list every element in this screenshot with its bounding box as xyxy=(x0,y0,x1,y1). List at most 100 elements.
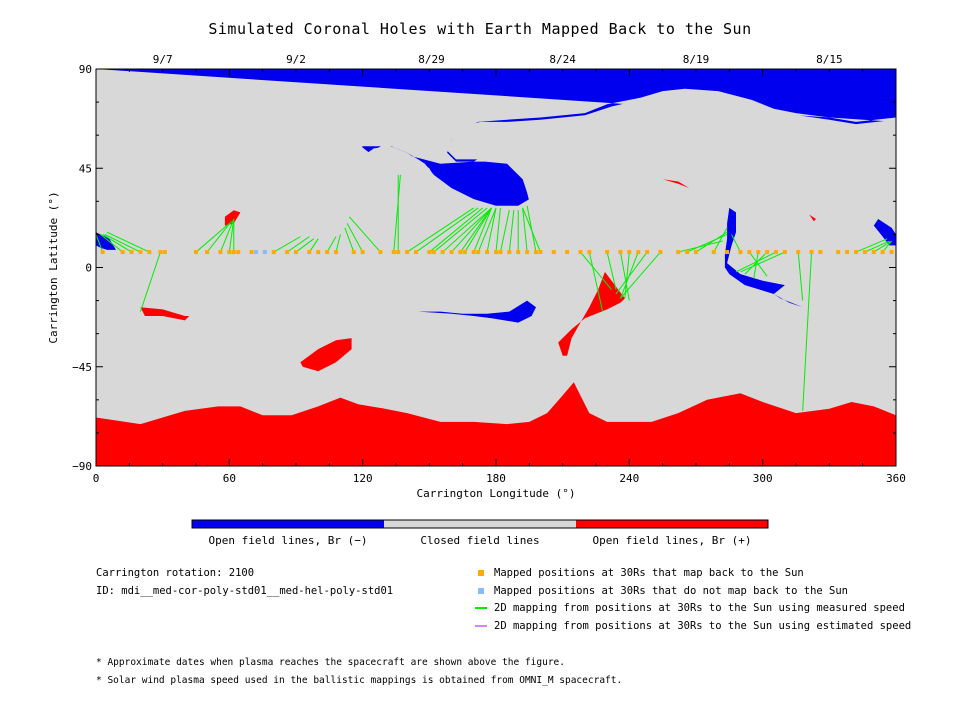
mapped-point-69 xyxy=(836,250,841,255)
colorbar-closed xyxy=(384,520,576,528)
mapped-point-20 xyxy=(325,250,330,255)
trace-line-50 xyxy=(695,231,728,253)
trace-line-2 xyxy=(102,233,132,253)
closed-field-north-body xyxy=(96,88,896,244)
legend-estimated: 2D mapping from positions at 30Rs to the… xyxy=(475,620,912,632)
trace-line-9 xyxy=(228,218,235,253)
top-date-5: 8/15 xyxy=(816,53,843,66)
mapped-point-65 xyxy=(782,250,787,255)
top-date-1: 9/2 xyxy=(286,53,306,66)
carrington-rotation: Carrington rotation: 2100 xyxy=(96,567,255,579)
trace-line-32 xyxy=(486,207,497,253)
legend-not-mapped-label: Mapped positions at 30Rs that do not map… xyxy=(494,585,849,597)
trace-line-12 xyxy=(286,236,310,253)
trace-line-17 xyxy=(344,227,355,253)
mapped-point-18 xyxy=(307,250,312,255)
mapped-point-31 xyxy=(440,250,445,255)
trace-line-37 xyxy=(522,207,528,253)
mapped-point-12 xyxy=(236,250,241,255)
x-tick-label-3: 180 xyxy=(486,472,506,485)
trace-line-13 xyxy=(295,238,315,253)
trace-line-49 xyxy=(686,233,728,253)
trace-line-57 xyxy=(740,251,786,273)
mapped-point-8 xyxy=(205,250,210,255)
colorbar-label-positive: Open field lines, Br (+) xyxy=(592,534,752,547)
mapped-point-5 xyxy=(158,250,163,255)
mapped-point-56 xyxy=(685,250,690,255)
mapped-point-26 xyxy=(396,250,401,255)
note-dates: * Approximate dates when plasma reaches … xyxy=(96,657,565,668)
mapped-point-27 xyxy=(405,250,410,255)
coronal-hole-positive-3 xyxy=(140,307,190,321)
mapped-point-10 xyxy=(227,250,232,255)
trace-line-22 xyxy=(406,207,475,253)
x-tick-label-6: 360 xyxy=(886,472,906,485)
trace-line-62 xyxy=(873,240,892,253)
mapped-point-36 xyxy=(476,250,481,255)
trace-line-14 xyxy=(308,238,319,253)
trace-line-0 xyxy=(96,234,104,253)
trace-line-26 xyxy=(442,207,492,253)
y-tick-label-1: 45 xyxy=(79,162,92,175)
colorbar-label-closed: Closed field lines xyxy=(420,534,540,547)
mapped-point-71 xyxy=(854,250,858,255)
trace-line-33 xyxy=(495,207,501,253)
mapped-point-38 xyxy=(494,250,498,255)
mapped-point-74 xyxy=(880,250,885,255)
mapped-point-43 xyxy=(534,250,538,255)
trace-line-43 xyxy=(619,251,630,301)
mapped-point-22 xyxy=(351,250,356,255)
trace-line-20 xyxy=(393,174,401,253)
trace-line-7 xyxy=(206,220,232,253)
trace-line-4 xyxy=(106,231,150,253)
not-mapped-square-icon xyxy=(478,588,484,594)
mapped-point-44 xyxy=(538,250,543,255)
mapped-point-34 xyxy=(462,250,467,255)
trace-line-42 xyxy=(606,251,617,290)
legend-mapped-label: Mapped positions at 30Rs that map back t… xyxy=(494,567,804,579)
mapped-point-52 xyxy=(636,250,641,255)
trace-line-56 xyxy=(735,251,777,273)
coronal-hole-positive-4 xyxy=(300,338,352,372)
mapped-point-70 xyxy=(845,250,850,255)
mapped-point-41 xyxy=(516,250,521,255)
coronal-hole-negative-1 xyxy=(873,219,896,246)
trace-line-58 xyxy=(797,252,804,301)
mapped-point-61 xyxy=(747,250,752,255)
mapped-point-0 xyxy=(100,250,105,255)
mapped-point-7 xyxy=(194,250,198,255)
mapped-point-63 xyxy=(765,250,770,255)
mapped-point-66 xyxy=(796,250,801,255)
mapped-point-25 xyxy=(391,250,396,255)
mapped-point-60 xyxy=(738,250,743,255)
mapped-point-35 xyxy=(471,250,476,255)
plot-area xyxy=(96,69,896,466)
trace-line-11 xyxy=(273,236,301,253)
legend-estimated-label: 2D mapping from positions at 30Rs to the… xyxy=(494,620,912,632)
coronal-hole-positive-2 xyxy=(224,210,241,226)
mapped-point-13 xyxy=(249,250,254,255)
mapped-point-54 xyxy=(658,250,663,255)
x-axis-label: Carrington Longitude (°) xyxy=(417,487,576,500)
legend-mapped: Mapped positions at 30Rs that map back t… xyxy=(478,567,804,579)
mapped-point-47 xyxy=(578,250,583,255)
mapped-point-37 xyxy=(485,250,490,255)
colorbar-label-negative: Open field lines, Br (−) xyxy=(208,534,368,547)
mapped-point-24 xyxy=(378,250,383,255)
coronal-hole-negative-2 xyxy=(724,207,785,294)
mapped-point-11 xyxy=(231,250,236,255)
legend-measured: 2D mapping from positions at 30Rs to the… xyxy=(475,602,905,614)
mapped-point-16 xyxy=(285,250,290,255)
trace-line-25 xyxy=(433,207,488,253)
trace-line-39 xyxy=(522,207,541,253)
mapped-point-59 xyxy=(725,250,730,255)
y-tick-label-2: 0 xyxy=(85,262,92,275)
mapped-point-1 xyxy=(120,250,125,255)
trace-line-55 xyxy=(744,251,768,275)
trace-line-3 xyxy=(104,233,141,253)
mapped-point-21 xyxy=(334,250,338,255)
mapped-point-6 xyxy=(162,250,167,255)
coronal-hole-negative-4 xyxy=(418,300,536,323)
mapped-point-42 xyxy=(525,250,530,255)
